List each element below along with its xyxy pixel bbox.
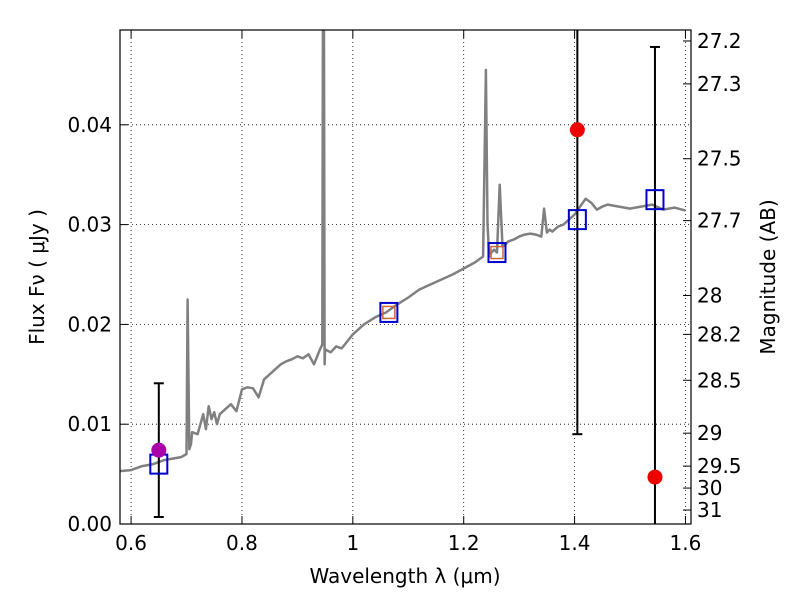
x-tick-label: 0.6: [115, 531, 147, 555]
x-axis-title: Wavelength λ (μm): [309, 564, 500, 588]
grid: [120, 30, 691, 525]
mag-tick-label: 27.3: [697, 72, 742, 96]
x-tick-label: 0.8: [226, 531, 258, 555]
y-tick-label: 0.00: [67, 512, 112, 536]
y-axis-title: Flux Fν ( μJy ): [25, 209, 49, 345]
plot-area: [120, 30, 686, 524]
x-tick-label: 1.6: [670, 531, 702, 555]
mag-tick-label: 28: [697, 283, 722, 307]
mag-tick-label: 29: [697, 421, 722, 445]
mag-tick-label: 31: [697, 498, 722, 522]
model-photometry-square: [645, 189, 665, 211]
x-tick-label: 1.4: [559, 531, 591, 555]
inner-square-marker: [382, 305, 396, 320]
mag-tick-label: 27.7: [697, 209, 742, 233]
mag-tick-label: 28.2: [697, 322, 742, 346]
inner-square-marker: [490, 245, 504, 260]
y-tick-label: 0.04: [67, 113, 112, 137]
y-tick-label: 0.03: [67, 213, 112, 237]
y-tick-label: 0.01: [67, 412, 112, 436]
observed-point: [647, 469, 663, 485]
observed-point: [151, 442, 167, 458]
y-tick-label: 0.02: [67, 312, 112, 336]
mag-tick-label: 28.5: [697, 368, 742, 392]
model-photometry-square: [567, 209, 587, 231]
axes-ticks: 0.6 0.8 1 1.2 1.4 1.6 0.00 0.01 0.02 0.03 0.04 27.2…: [67, 29, 741, 555]
sed-line: [120, 30, 686, 473]
mag-tick-label: 29.5: [697, 454, 742, 478]
mag-tick-label: 30: [697, 476, 722, 500]
mag-tick-label: 27.5: [697, 147, 742, 171]
x-tick-label: 1.2: [448, 531, 480, 555]
observed-point: [569, 122, 585, 138]
model-photometry-square: [379, 301, 399, 323]
mag-tick-label: 27.2: [697, 29, 742, 53]
x-tick-label: 1: [346, 531, 359, 555]
model-photometry-square: [487, 242, 507, 264]
plot-frame: [119, 29, 692, 525]
right-axis-title: Magnitude (AB): [756, 199, 780, 354]
